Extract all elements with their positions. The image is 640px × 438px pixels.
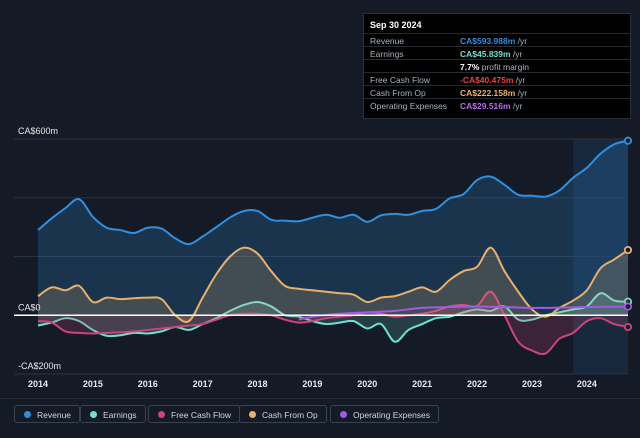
x-tick-label: 2023: [522, 379, 542, 389]
tooltip-row-margin: 7.7% profit margin: [364, 59, 630, 73]
tooltip-value: -CA$40.475m /yr: [460, 75, 526, 85]
tooltip-label: Cash From Op: [370, 88, 426, 98]
tooltip-row-revenue: Revenue CA$593.988m /yr: [364, 33, 630, 47]
legend-label: Revenue: [37, 410, 72, 420]
tooltip-row-opex: Operating Expenses CA$29.516m /yr: [364, 98, 630, 112]
free-cash-flow-line: [37, 290, 629, 356]
revenue-endpoint: [623, 136, 633, 145]
legend-dot-icon: [158, 411, 165, 418]
legend-dot-icon: [90, 411, 97, 418]
earnings-line: [37, 292, 629, 343]
tooltip-value: CA$222.158m /yr: [460, 88, 528, 98]
tooltip-value: CA$45.839m /yr: [460, 49, 523, 59]
tooltip-label: Earnings: [370, 49, 404, 59]
legend-label: Free Cash Flow: [171, 410, 231, 420]
y-label-top: CA$600m: [18, 126, 58, 136]
legend-item-cash-from-op[interactable]: Cash From Op: [239, 405, 327, 423]
x-tick-label: 2016: [138, 379, 158, 389]
y-label-bottom: -CA$200m: [18, 361, 61, 371]
x-tick-label: 2024: [577, 379, 597, 389]
x-tick-label: 2015: [83, 379, 103, 389]
tooltip-row-earnings: Earnings CA$45.839m /yr: [364, 46, 630, 60]
legend-item-revenue[interactable]: Revenue: [14, 405, 81, 423]
x-tick-label: 2014: [28, 379, 48, 389]
revenue-line: [37, 139, 629, 246]
legend-item-operating-expenses[interactable]: Operating Expenses: [330, 405, 440, 423]
x-tick-label: 2022: [467, 379, 487, 389]
cash-from-op-area: [38, 247, 628, 322]
tooltip-date: Sep 30 2024: [370, 20, 422, 30]
x-tick-label: 2018: [248, 379, 268, 389]
legend-label: Earnings: [103, 410, 137, 420]
legend-item-earnings[interactable]: Earnings: [80, 405, 146, 423]
free-cash-flow-endpoint: [623, 322, 633, 332]
revenue-area: [38, 140, 628, 316]
tooltip-panel: Sep 30 2024 Revenue CA$593.988m /yr Earn…: [363, 13, 631, 119]
tooltip-row-cfo: Cash From Op CA$222.158m /yr: [364, 85, 630, 99]
tooltip-row-fcf: Free Cash Flow -CA$40.475m /yr: [364, 72, 630, 86]
legend-dot-icon: [249, 411, 256, 418]
legend: Revenue Earnings Free Cash Flow Cash Fro…: [0, 398, 640, 438]
y-label-zero: CA$0: [18, 302, 41, 312]
tooltip-value: 7.7% profit margin: [460, 62, 529, 72]
tooltip-label: Revenue: [370, 36, 405, 46]
financial-chart: CA$600m CA$0 -CA$200m 2014 2015 2016 2017 2018 2…: [14, 126, 633, 389]
legend-dot-icon: [340, 411, 347, 418]
operating-expenses-endpoint: [623, 302, 633, 311]
tooltip-value: CA$29.516m /yr: [460, 101, 523, 111]
tooltip-label: Free Cash Flow: [370, 75, 430, 85]
legend-item-free-cash-flow[interactable]: Free Cash Flow: [148, 405, 240, 423]
x-tick-label: 2020: [357, 379, 377, 389]
x-tick-label: 2017: [193, 379, 213, 389]
legend-label: Cash From Op: [262, 410, 318, 420]
legend-dot-icon: [24, 411, 31, 418]
operating-expenses-line: [298, 305, 629, 321]
tooltip-label: Operating Expenses: [370, 101, 448, 111]
tooltip-value: CA$593.988m /yr: [460, 36, 528, 46]
x-tick-label: 2019: [302, 379, 322, 389]
cash-from-op-endpoint: [623, 245, 633, 255]
legend-label: Operating Expenses: [353, 410, 431, 420]
x-tick-label: 2021: [412, 379, 432, 389]
